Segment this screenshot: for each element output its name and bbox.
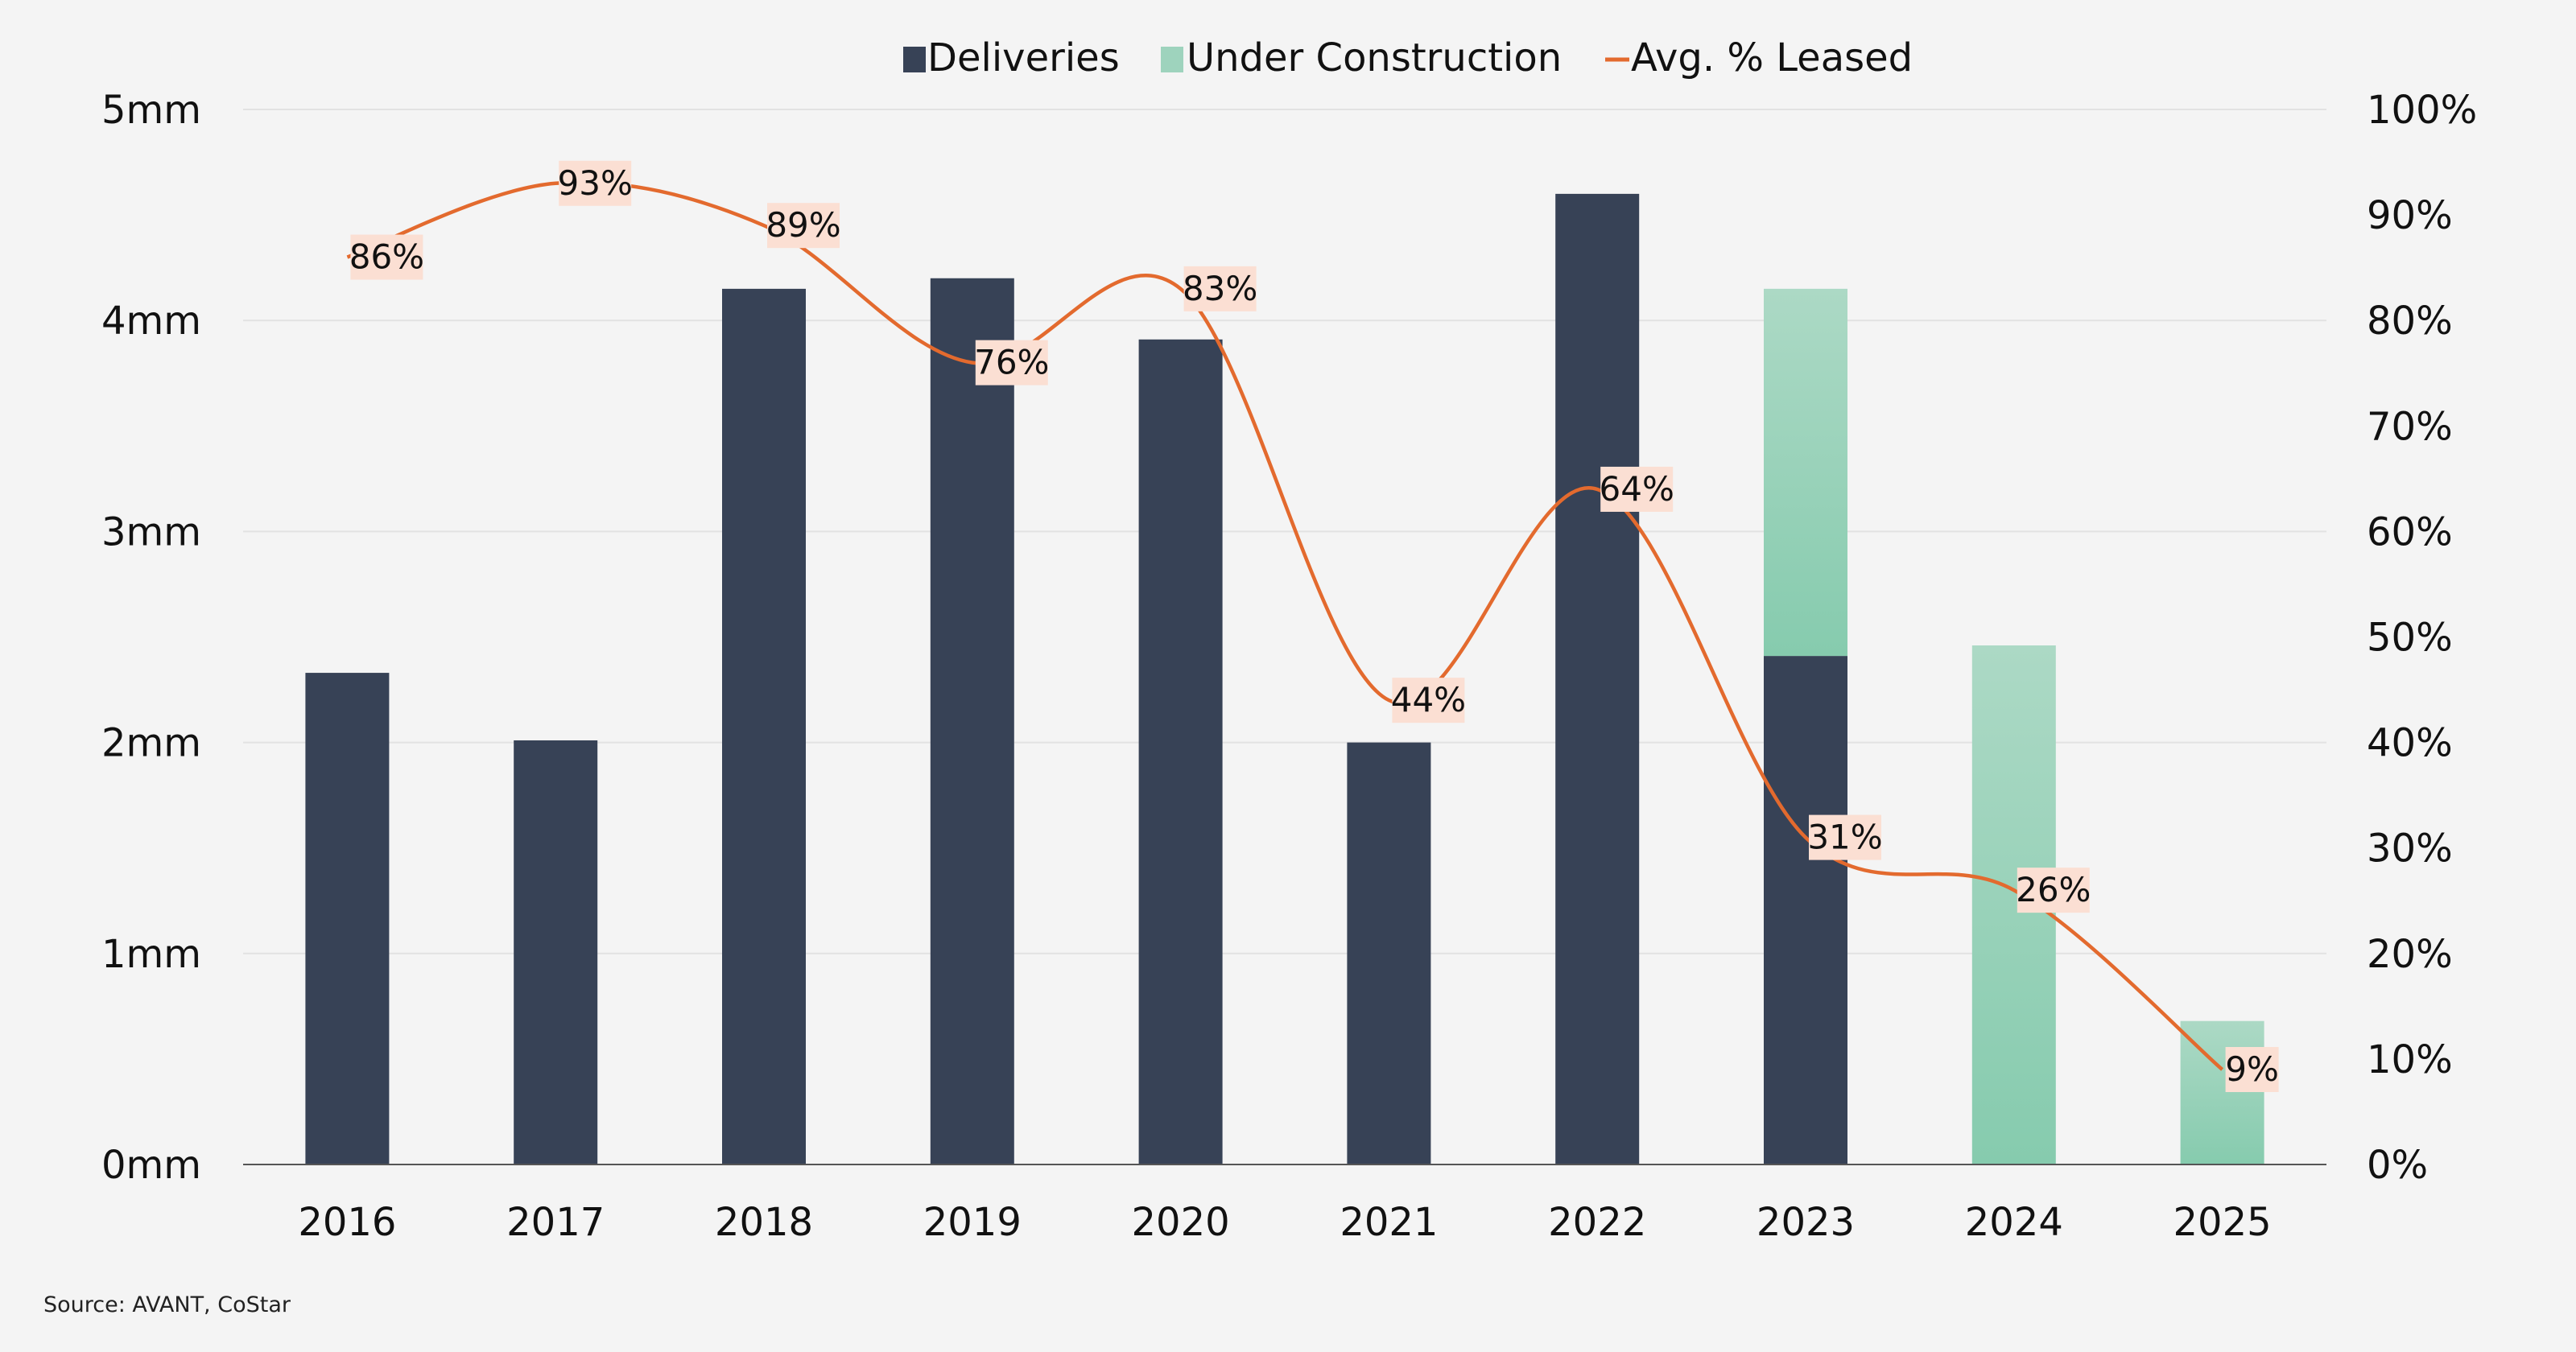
y-right-tick-label: 70%: [2367, 404, 2453, 449]
bar-deliveries: [722, 288, 806, 1164]
x-tick-label: 2017: [506, 1200, 605, 1245]
y-right-tick-label: 20%: [2367, 932, 2453, 977]
data-label: 76%: [974, 343, 1049, 382]
data-label: 86%: [349, 237, 424, 277]
data-label: 93%: [558, 163, 633, 203]
data-label-bg: [767, 203, 840, 249]
x-tick-label: 2024: [1965, 1200, 2063, 1245]
data-label: 83%: [1183, 269, 1257, 308]
x-tick-label: 2025: [2174, 1200, 2272, 1245]
legend-swatch-under-construction: [1161, 47, 1183, 72]
x-tick-label: 2016: [298, 1200, 396, 1245]
data-label: 26%: [2016, 870, 2091, 909]
data-label-bg: [350, 234, 423, 280]
source-note: Source: AVANT, CoStar: [43, 1292, 291, 1317]
bar-deliveries: [1138, 339, 1223, 1165]
data-label: 64%: [1600, 469, 1674, 509]
data-label-bg: [559, 160, 632, 206]
legend-label-under-construction: Under Construction: [1187, 35, 1562, 80]
y-right-tick-label: 60%: [2367, 509, 2453, 554]
x-tick-label: 2021: [1340, 1200, 1438, 1245]
bar-deliveries: [1764, 656, 1847, 1164]
bar-deliveries: [930, 278, 1014, 1164]
data-label: 31%: [1807, 818, 1882, 857]
y-right-tick-label: 80%: [2367, 299, 2453, 344]
y-right-tick-label: 100%: [2367, 88, 2477, 133]
data-label-bg: [1600, 466, 1674, 512]
data-label-bg: [1809, 814, 1881, 860]
data-label-bg: [1392, 678, 1465, 723]
data-label: 9%: [2225, 1049, 2279, 1089]
y-right-tick-label: 40%: [2367, 721, 2453, 766]
x-tick-label: 2019: [923, 1200, 1022, 1245]
data-label-bg: [975, 340, 1048, 385]
data-label-bg: [1183, 266, 1257, 311]
x-tick-label: 2023: [1757, 1200, 1855, 1245]
bar-deliveries: [305, 673, 390, 1164]
y-left-tick-label: 3mm: [101, 509, 201, 554]
legend-swatch-deliveries: [903, 47, 926, 72]
y-right-tick-label: 90%: [2367, 193, 2453, 238]
y-left-tick-label: 4mm: [101, 299, 201, 344]
y-left-tick-label: 0mm: [101, 1143, 201, 1188]
x-tick-label: 2020: [1132, 1200, 1230, 1245]
y-right-tick-label: 10%: [2367, 1037, 2453, 1082]
y-left-tick-label: 5mm: [101, 88, 201, 133]
data-label: 44%: [1391, 680, 1466, 719]
bar-deliveries: [1347, 742, 1431, 1164]
bar-under-construction: [1764, 288, 1847, 657]
x-tick-label: 2022: [1548, 1200, 1646, 1245]
x-tick-label: 2018: [715, 1200, 813, 1245]
bar-deliveries: [514, 740, 598, 1164]
y-right-tick-label: 50%: [2367, 616, 2453, 661]
legend-label-leased: Avg. % Leased: [1631, 35, 1913, 80]
data-label-bg: [2225, 1047, 2279, 1093]
legend-label-deliveries: Deliveries: [927, 35, 1120, 80]
y-right-tick-label: 0%: [2367, 1143, 2428, 1188]
bar-deliveries: [1555, 193, 1640, 1164]
y-left-tick-label: 2mm: [101, 721, 201, 766]
data-label-bg: [2017, 868, 2090, 913]
leased-line: [346, 180, 2224, 1071]
data-label: 89%: [766, 205, 840, 245]
y-left-tick-label: 1mm: [101, 932, 201, 977]
y-right-tick-label: 30%: [2367, 826, 2453, 872]
